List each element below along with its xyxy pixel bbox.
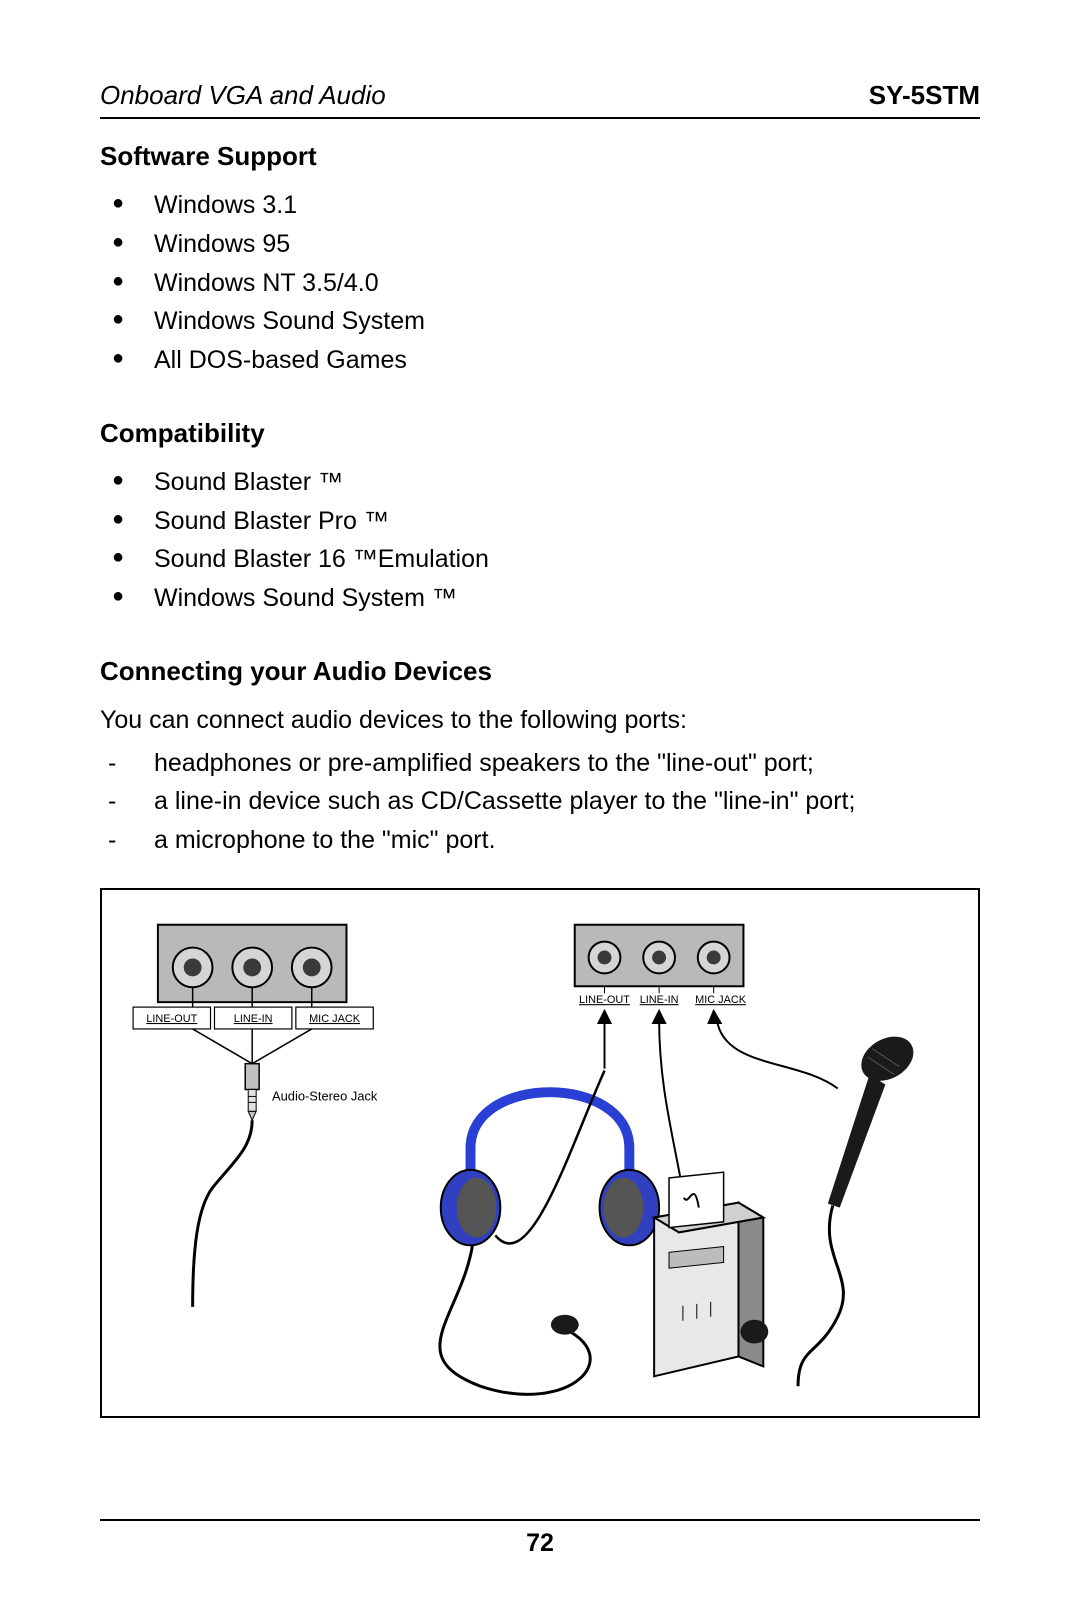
headphones-icon [440, 1070, 659, 1394]
label-lineout: LINE-OUT [146, 1013, 197, 1025]
arrow-lineout [599, 1011, 611, 1069]
heading-software-support: Software Support [100, 141, 980, 172]
svg-text:MIC JACK: MIC JACK [695, 994, 747, 1006]
list-item: Windows 95 [100, 225, 980, 264]
list-item: All DOS-based Games [100, 341, 980, 380]
arrow-linein [653, 1011, 684, 1198]
page-footer: 72 [100, 1519, 980, 1558]
list-item: Windows 3.1 [100, 186, 980, 225]
label-linein: LINE-IN [234, 1013, 273, 1025]
list-item: a line-in device such as CD/Cassette pla… [100, 782, 980, 821]
svg-text:LINE-OUT: LINE-OUT [579, 994, 630, 1006]
list-item: headphones or pre-amplified speakers to … [100, 744, 980, 783]
list-item: Sound Blaster ™ [100, 463, 980, 502]
microphone-icon [798, 1027, 921, 1386]
label-micjack: MIC JACK [309, 1013, 361, 1025]
list-item: Windows Sound System ™ [100, 579, 980, 618]
list-item: Sound Blaster Pro ™ [100, 502, 980, 541]
list-item: a microphone to the "mic" port. [100, 821, 980, 860]
connecting-list: headphones or pre-amplified speakers to … [100, 744, 980, 860]
page-header: Onboard VGA and Audio SY-5STM [100, 80, 980, 119]
stereo-jack-icon [193, 1063, 259, 1306]
left-audio-panel-icon: LINE-OUT LINE-IN MIC JACK [133, 924, 373, 1028]
list-item: Windows NT 3.5/4.0 [100, 264, 980, 303]
software-support-list: Windows 3.1 Windows 95 Windows NT 3.5/4.… [100, 186, 980, 380]
list-item: Sound Blaster 16 ™Emulation [100, 540, 980, 579]
heading-compatibility: Compatibility [100, 418, 980, 449]
label-stereojack: Audio-Stereo Jack [272, 1088, 378, 1103]
compatibility-list: Sound Blaster ™ Sound Blaster Pro ™ Soun… [100, 463, 980, 618]
list-item: Windows Sound System [100, 302, 980, 341]
arrow-mic [709, 1011, 838, 1088]
cassette-player-icon [654, 1172, 768, 1376]
connecting-intro: You can connect audio devices to the fol… [100, 701, 980, 740]
audio-connection-diagram: LINE-OUT LINE-IN MIC JACK Audio-Stereo J… [100, 888, 980, 1418]
svg-text:LINE-IN: LINE-IN [640, 994, 679, 1006]
header-section-title: Onboard VGA and Audio [100, 80, 386, 111]
right-audio-panel-icon: LINE-OUT LINE-IN MIC JACK [575, 924, 747, 1005]
page-number: 72 [526, 1529, 554, 1557]
heading-connecting: Connecting your Audio Devices [100, 656, 980, 687]
header-model: SY-5STM [869, 80, 980, 111]
